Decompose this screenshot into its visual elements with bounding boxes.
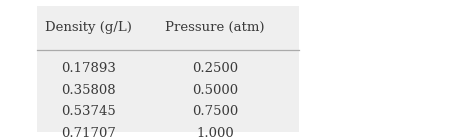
Text: 0.35808: 0.35808 <box>62 84 116 97</box>
Text: 0.17893: 0.17893 <box>61 63 116 75</box>
FancyBboxPatch shape <box>37 6 299 132</box>
Text: 1.000: 1.000 <box>196 127 234 138</box>
Text: Density (g/L): Density (g/L) <box>45 21 132 34</box>
Text: Pressure (atm): Pressure (atm) <box>165 21 265 34</box>
Text: 0.2500: 0.2500 <box>192 63 238 75</box>
Text: 0.7500: 0.7500 <box>191 105 238 118</box>
Text: 0.53745: 0.53745 <box>61 105 116 118</box>
Text: 0.71707: 0.71707 <box>61 127 116 138</box>
Text: 0.5000: 0.5000 <box>192 84 238 97</box>
